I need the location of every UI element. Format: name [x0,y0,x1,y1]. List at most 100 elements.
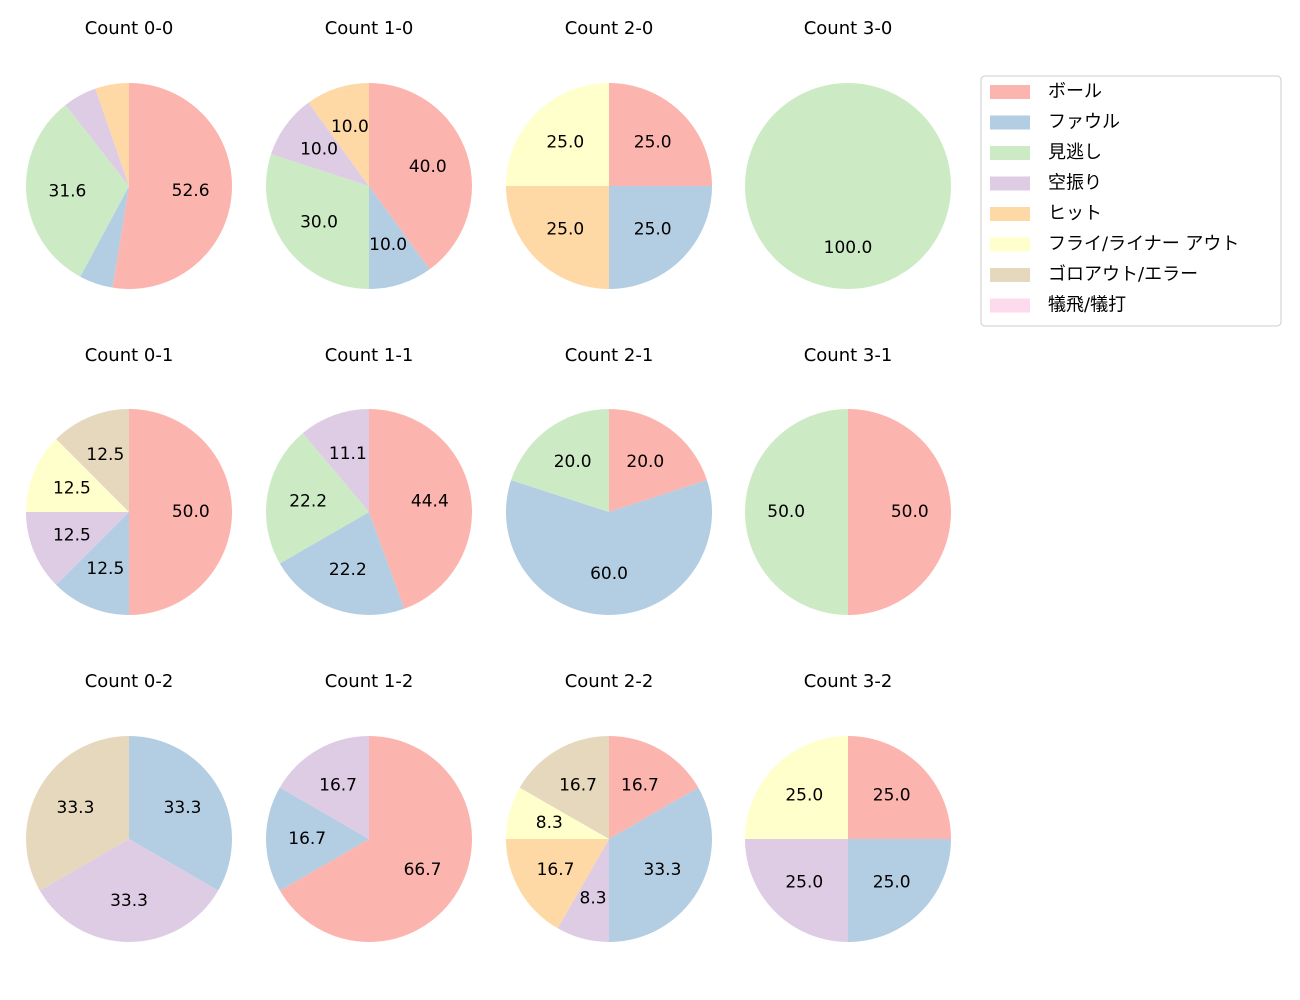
data-label: 25.0 [873,873,911,893]
data-label: 25.0 [873,785,911,805]
data-label: 16.7 [621,776,659,796]
pie-slice [56,512,130,615]
pie-slice [95,83,129,186]
data-label: 25.0 [634,220,672,240]
legend-label: ヒット [1048,203,1102,224]
data-label: 60.0 [590,564,628,584]
data-label: 50.0 [891,502,929,522]
data-label: 10.0 [369,235,407,255]
pie-slice [308,83,369,186]
legend-swatch [990,237,1030,252]
data-label: 33.3 [644,860,682,880]
chart-title: Count 1-1 [325,345,414,366]
pie-slice [271,102,369,186]
data-label: 22.2 [289,491,327,511]
pie-slice [506,839,609,929]
pie-slice [369,186,430,289]
data-label: 8.3 [580,889,607,909]
data-label: 25.0 [546,132,584,152]
pie-slice [609,409,707,512]
pie-slice [609,736,699,839]
chart-title: Count 3-0 [804,18,893,39]
data-label: 31.6 [49,181,87,201]
chart-title: Count 3-2 [804,671,893,692]
data-label: 22.2 [329,560,367,580]
pie-slice [745,409,848,615]
legend-swatch [990,176,1030,191]
data-label: 12.5 [86,559,124,579]
data-label: 25.0 [634,132,672,152]
data-label: 16.7 [319,775,357,795]
legend-label: ゴロアウト/エラー [1048,264,1198,285]
data-label: 50.0 [172,502,210,522]
legend-label: 犠飛/犠打 [1048,295,1126,316]
legend-label: ファウル [1048,112,1120,133]
data-label: 25.0 [785,785,823,805]
pie-slice [369,83,473,270]
pie-slice [129,409,232,615]
pie-slice [80,186,129,288]
legend-swatch [990,115,1030,130]
pie-slice [26,439,129,512]
pie-slice [56,409,130,512]
pie-slice [129,736,232,891]
data-label: 12.5 [53,526,91,546]
chart-title: Count 1-2 [325,671,414,692]
legend-label: 見逃し [1048,142,1102,163]
data-label: 33.3 [164,798,202,818]
pie-slice [557,839,609,942]
pie-slice [279,736,369,839]
pie-slice [112,83,232,289]
pie-slice [302,409,369,512]
pie-slice [519,736,609,839]
data-label: 12.5 [86,445,124,465]
pie-slice [279,736,472,943]
pie-slice [279,512,405,615]
data-label: 11.1 [329,444,367,464]
pie-slice [848,736,951,839]
data-label: 100.0 [824,238,873,258]
pie-slice [26,736,130,891]
legend-swatch [990,146,1030,160]
chart-title: Count 3-1 [804,345,893,366]
pie-slice [848,409,951,615]
legend-label: ボール [1048,81,1102,102]
data-label: 25.0 [546,220,584,240]
pie-slice [26,104,130,277]
chart-title: Count 2-0 [565,18,654,39]
data-label: 50.0 [767,502,805,522]
pie-slice [506,83,609,186]
chart-title: Count 0-1 [85,345,174,366]
legend-label: フライ/ライナー アウト [1048,234,1239,255]
pie-slice [265,433,369,564]
legend-swatch [990,85,1030,99]
legend-swatch [990,207,1030,221]
chart-title: Count 2-1 [565,345,654,366]
legend-swatch [990,268,1030,282]
pie-slice [511,409,609,512]
chart-title: Count 0-0 [85,18,174,39]
data-label: 10.0 [331,117,369,137]
chart-title: Count 1-0 [325,18,414,39]
data-label: 33.3 [57,798,95,818]
data-label: 10.0 [300,140,338,160]
pie-slice [65,88,129,186]
data-label: 30.0 [300,212,338,232]
data-label: 20.0 [554,452,592,472]
legend-box [980,75,1282,327]
pie-slice [266,154,369,289]
data-label: 33.3 [110,891,148,911]
pie-slice [745,83,951,289]
data-label: 16.7 [559,776,597,796]
pie-slice [609,83,712,186]
pie-slice [506,787,609,839]
data-label: 12.5 [53,478,91,498]
data-label: 44.4 [411,491,449,511]
chart-title: Count 2-2 [565,671,654,692]
data-label: 25.0 [785,873,823,893]
data-label: 16.7 [537,860,575,880]
pie-slice [506,186,609,289]
pie-slice [609,787,713,942]
